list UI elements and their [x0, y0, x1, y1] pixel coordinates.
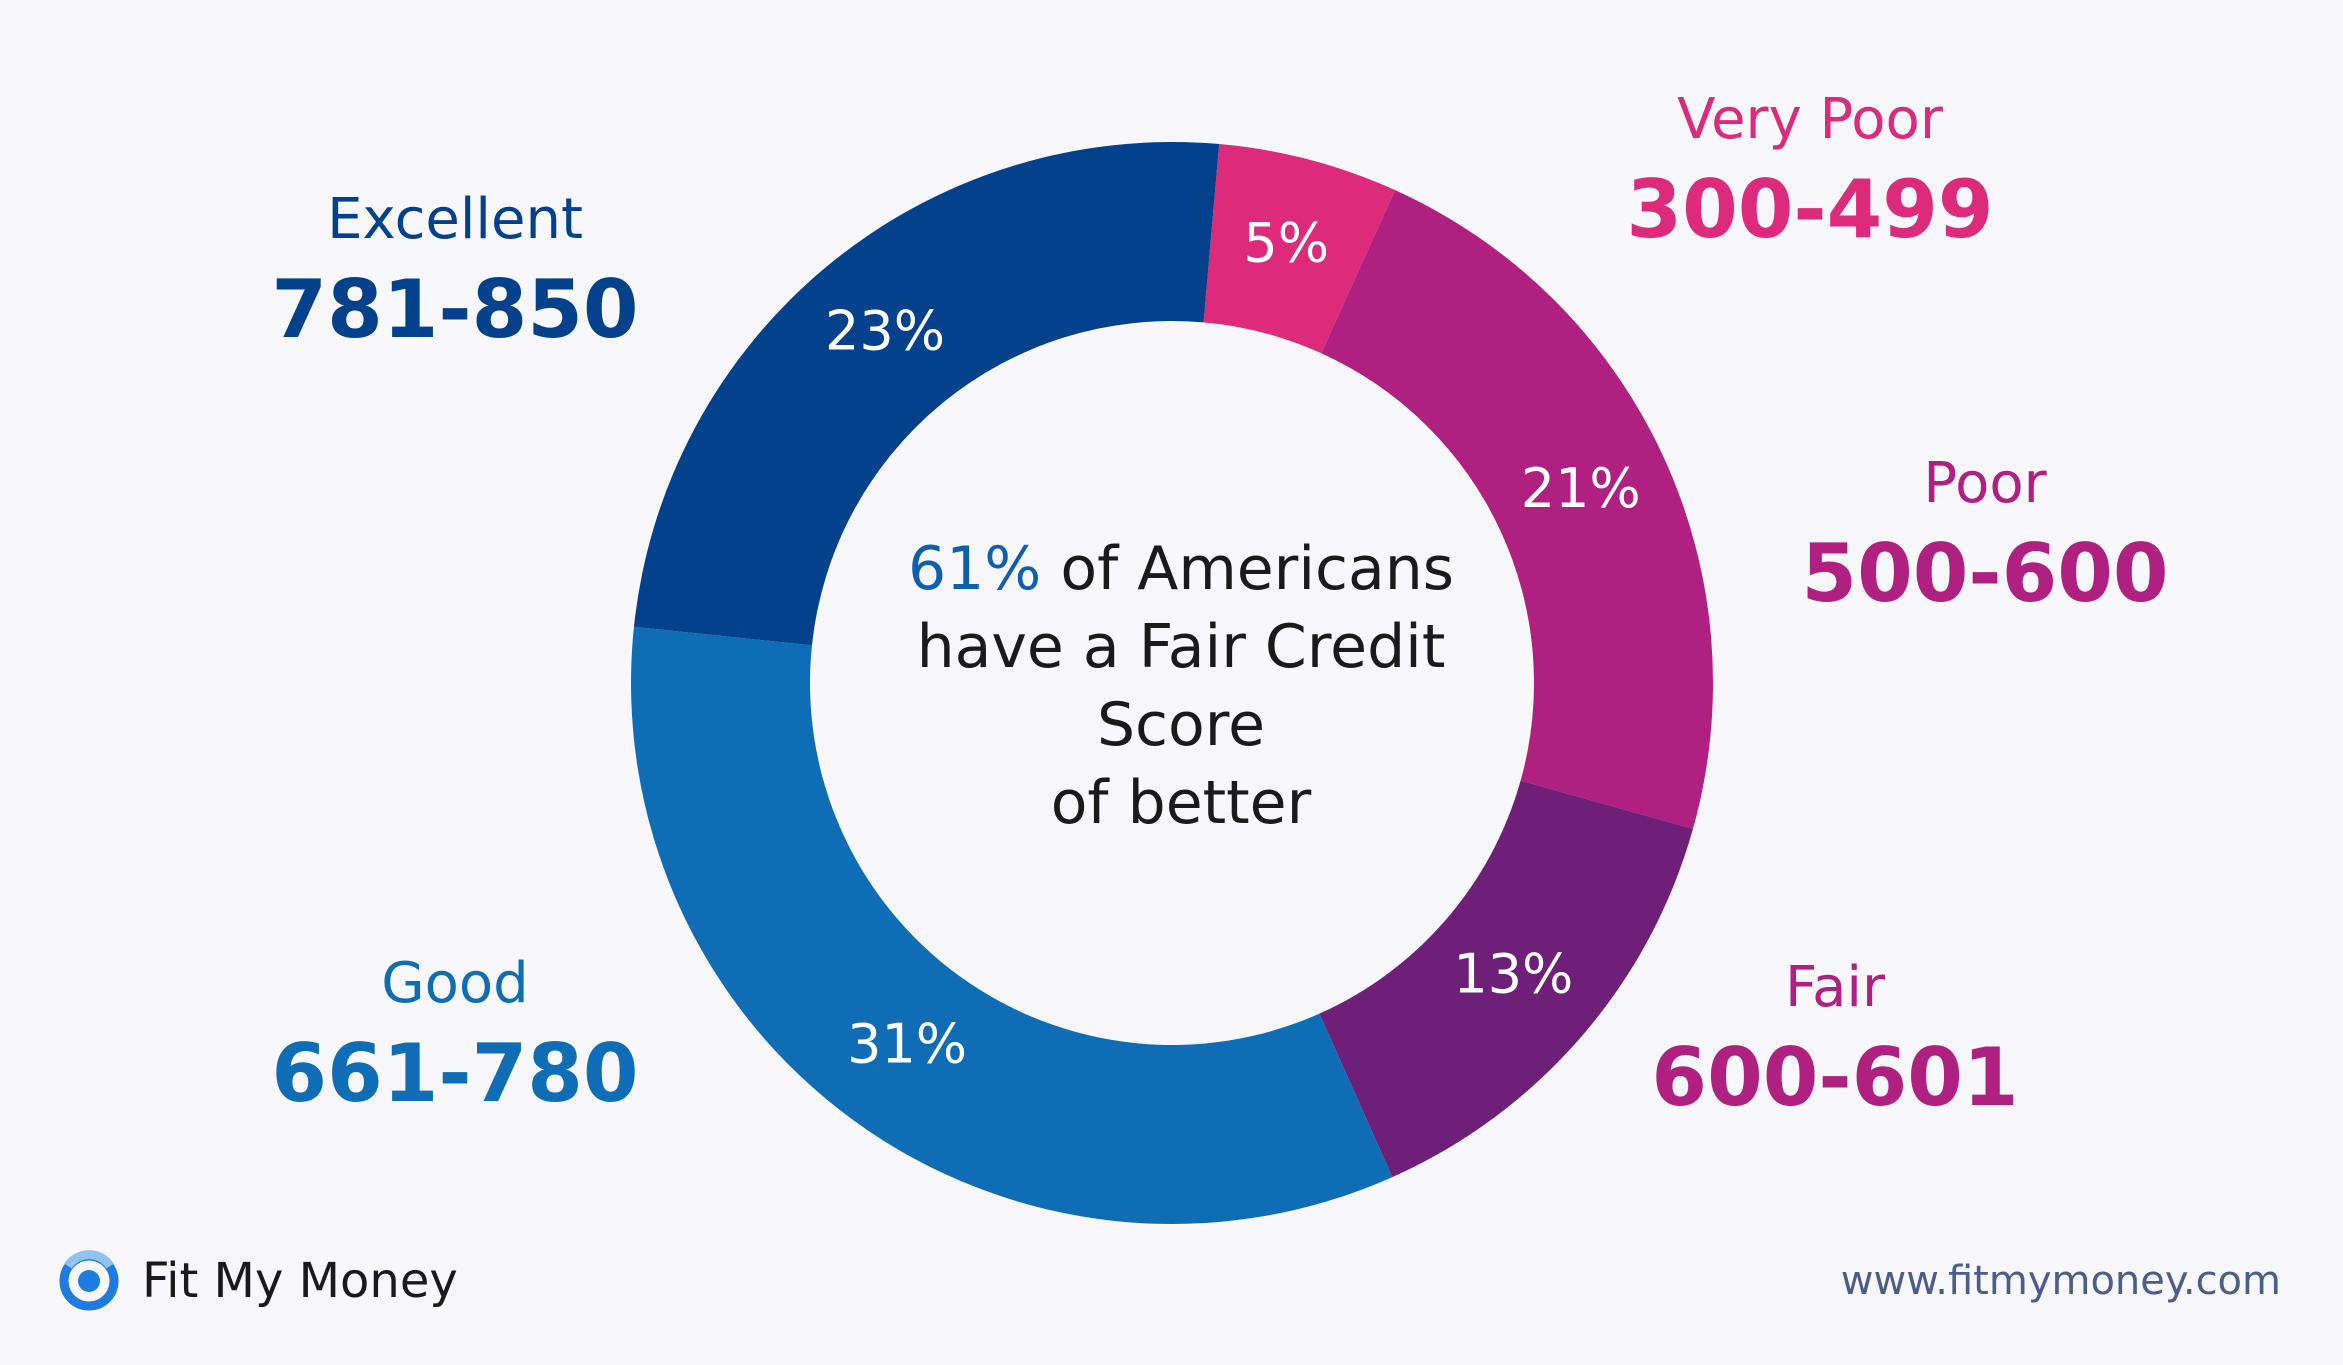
brand: Fit My Money: [58, 1250, 458, 1312]
donut-slices: [630, 141, 1713, 1224]
slice-label-very-poor: 5%: [1243, 211, 1329, 274]
category-poor-range: 500-600: [1801, 527, 2169, 620]
slice-label-good: 31%: [847, 1013, 967, 1076]
category-excellent: Excellent 781-850: [255, 192, 655, 350]
slice-excellent: [633, 141, 1220, 646]
brand-name: Fit My Money: [142, 1253, 458, 1309]
slice-good: [630, 626, 1393, 1224]
category-poor: Poor 500-600: [1780, 456, 2190, 614]
category-good-name: Good: [381, 951, 529, 1016]
category-very-poor-range: 300-499: [1626, 163, 1994, 256]
category-poor-name: Poor: [1923, 451, 2047, 516]
donut-center-text: 61% of Americans have a Fair Credit Scor…: [846, 530, 1516, 842]
center-highlight: 61%: [907, 534, 1042, 604]
center-line-3: Score: [1096, 690, 1266, 760]
slice-poor: [1321, 190, 1713, 829]
slice-label-fair: 13%: [1453, 942, 1573, 1005]
ring-dot-icon: [58, 1250, 120, 1312]
category-good: Good 661-780: [255, 956, 655, 1114]
center-line-2: have a Fair Credit: [916, 612, 1446, 682]
category-fair: Fair 600-601: [1635, 960, 2035, 1118]
category-excellent-name: Excellent: [327, 187, 583, 252]
donut-slice-labels: 5% 21% 13% 31% 23%: [825, 211, 1641, 1075]
center-line-4: of better: [1050, 768, 1312, 838]
category-very-poor-name: Very Poor: [1677, 87, 1943, 152]
center-line-1: 61% of Americans: [846, 530, 1516, 608]
website-url: www.fitmymoney.com: [1840, 1258, 2281, 1304]
category-fair-range: 600-601: [1651, 1031, 2019, 1124]
slice-label-poor: 21%: [1521, 457, 1641, 520]
category-very-poor: Very Poor 300-499: [1610, 92, 2010, 250]
category-excellent-range: 781-850: [271, 263, 639, 356]
center-line-1-rest: of Americans: [1041, 534, 1455, 604]
slice-fair: [1319, 780, 1693, 1178]
category-good-range: 661-780: [271, 1027, 639, 1120]
category-fair-name: Fair: [1785, 955, 1885, 1020]
slice-very-poor: [1203, 144, 1396, 354]
slice-label-excellent: 23%: [825, 300, 945, 363]
